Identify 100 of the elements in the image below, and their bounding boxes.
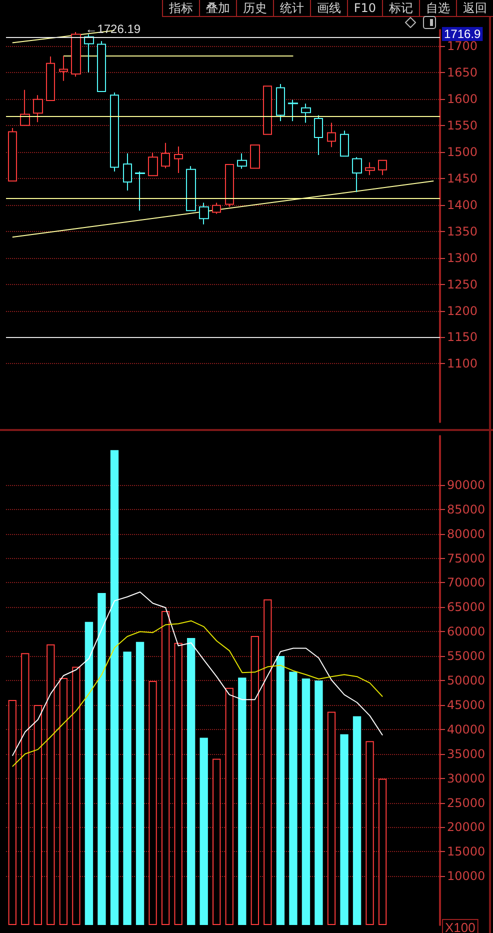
bar bbox=[225, 688, 234, 925]
y-tick-label: 35000 bbox=[447, 746, 486, 761]
candlestick bbox=[314, 114, 323, 156]
y-tick-label: 45000 bbox=[447, 698, 486, 712]
y-tick-label: 70000 bbox=[447, 576, 486, 590]
candlestick bbox=[186, 166, 196, 212]
text: 叠加 bbox=[198, 0, 236, 17]
y-tick-label: 15000 bbox=[447, 844, 486, 859]
candlestick bbox=[20, 89, 30, 126]
text: F10 bbox=[346, 0, 382, 17]
y-tick-label: 1700 bbox=[447, 38, 478, 53]
ref-line-label: 1716.9 bbox=[444, 26, 482, 41]
y-tick-label: 1100 bbox=[447, 356, 478, 371]
candlestick bbox=[340, 130, 349, 157]
bar bbox=[378, 778, 387, 925]
y-tick-label: 1650 bbox=[447, 65, 478, 80]
y-tick-label: 55000 bbox=[447, 649, 486, 664]
candlestick bbox=[33, 94, 43, 123]
y-tick-label: 1350 bbox=[447, 224, 478, 238]
bar bbox=[250, 636, 259, 925]
bar bbox=[46, 644, 55, 925]
bar bbox=[264, 599, 272, 925]
bar bbox=[8, 700, 16, 925]
y-tick-label: 1500 bbox=[447, 144, 478, 159]
candlestick bbox=[161, 142, 170, 169]
y-tick-label: 40000 bbox=[447, 722, 486, 736]
text: 指标 bbox=[162, 0, 199, 17]
y-tick-label: 30000 bbox=[447, 771, 486, 786]
bar bbox=[148, 680, 157, 925]
candlestick bbox=[352, 156, 362, 193]
candlestick bbox=[123, 152, 132, 192]
candlestick bbox=[135, 170, 145, 212]
text: 历史 bbox=[236, 0, 273, 17]
bar bbox=[340, 734, 348, 925]
text: 画线 bbox=[310, 0, 347, 17]
candlestick bbox=[59, 55, 68, 82]
y-tick-label: 1250 bbox=[447, 277, 478, 292]
y-tick-label: 1150 bbox=[447, 330, 478, 344]
candlestick bbox=[97, 40, 106, 92]
bar bbox=[352, 716, 362, 925]
candlestick bbox=[378, 160, 387, 176]
candlestick bbox=[276, 84, 285, 122]
bar bbox=[72, 666, 80, 925]
candlestick bbox=[71, 32, 81, 78]
bar bbox=[200, 738, 208, 925]
line-series bbox=[12, 591, 384, 756]
bar bbox=[161, 611, 170, 925]
bar bbox=[238, 678, 246, 925]
candlestick bbox=[46, 56, 55, 101]
bar bbox=[84, 622, 94, 925]
bar bbox=[327, 712, 336, 925]
y-tick-label: 1450 bbox=[447, 171, 478, 186]
bar bbox=[123, 652, 132, 925]
bar bbox=[21, 653, 30, 925]
y-tick-label: 1400 bbox=[447, 198, 478, 212]
candlestick bbox=[110, 92, 119, 172]
line-series bbox=[12, 620, 384, 768]
candlestick bbox=[212, 202, 221, 214]
bar bbox=[302, 678, 310, 925]
y-tick-label: 60000 bbox=[447, 624, 486, 639]
y-tick-label: 20000 bbox=[447, 820, 486, 834]
candlestick bbox=[327, 122, 336, 148]
y-tick-label: 50000 bbox=[447, 674, 486, 688]
candlestick bbox=[250, 144, 260, 169]
text: 标记 bbox=[382, 0, 419, 17]
y-tick-label: 90000 bbox=[447, 478, 486, 492]
y-tick-label: 1300 bbox=[447, 250, 478, 265]
text: 返回 bbox=[456, 0, 493, 17]
candlestick bbox=[8, 128, 17, 182]
y-tick-label: 85000 bbox=[447, 502, 486, 516]
bar bbox=[59, 678, 68, 925]
bar bbox=[289, 672, 298, 925]
text: 自选 bbox=[419, 0, 456, 17]
candlestick bbox=[263, 86, 272, 135]
y-tick-label: 25000 bbox=[447, 796, 486, 810]
text: X100 bbox=[445, 920, 476, 933]
bar bbox=[98, 592, 106, 925]
candlestick bbox=[288, 99, 298, 122]
candlestick bbox=[199, 202, 209, 225]
bar bbox=[314, 680, 323, 925]
candlestick bbox=[237, 152, 247, 170]
y-tick-label: 65000 bbox=[447, 600, 486, 614]
text: 统计 bbox=[272, 0, 310, 17]
bar bbox=[187, 638, 196, 925]
annotation: ←1726.19 bbox=[85, 22, 141, 36]
y-tick-label: 10000 bbox=[447, 869, 486, 884]
bar bbox=[110, 450, 119, 925]
bar bbox=[276, 656, 285, 925]
candlestick bbox=[365, 162, 375, 176]
candlestick bbox=[225, 164, 234, 208]
y-tick-label: 80000 bbox=[447, 526, 486, 541]
candlestick bbox=[148, 152, 158, 176]
bar bbox=[136, 642, 144, 925]
y-tick-label: 75000 bbox=[447, 551, 486, 566]
y-tick-label: 1600 bbox=[447, 92, 478, 106]
bar bbox=[174, 642, 182, 925]
y-tick-label: 1550 bbox=[447, 118, 478, 132]
bar bbox=[34, 704, 42, 925]
candlestick bbox=[174, 146, 183, 174]
candlestick bbox=[84, 34, 94, 73]
